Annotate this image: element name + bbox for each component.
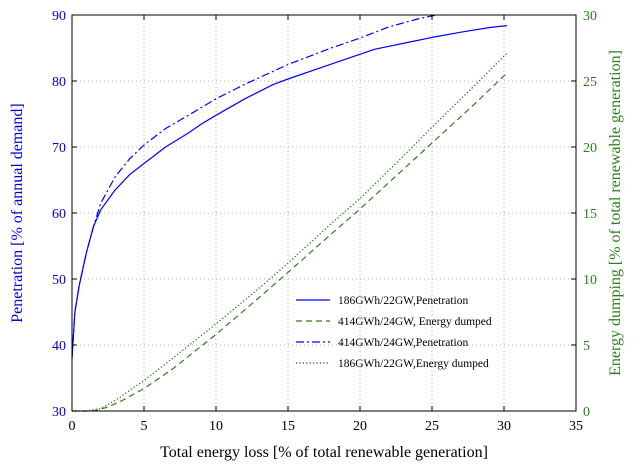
x-tick-label: 30 (497, 419, 511, 434)
tick-layer: 0 5 10 15 20 25 30 35 30 40 50 60 70 80 90 0 5 10 15 20 25 30 (52, 9, 597, 434)
y-left-axis-label: Penetration [% of annual demand] (9, 103, 26, 322)
y-right-tick-label: 25 (583, 75, 597, 90)
x-tick-label: 0 (69, 419, 76, 434)
legend-label: 186GWh/22GW,Penetration (338, 295, 468, 307)
y-right-tick-label: 5 (583, 339, 590, 354)
y-left-tick-label: 90 (52, 9, 66, 24)
x-tick-label: 10 (209, 419, 223, 434)
series-layer (71, 14, 508, 412)
y-right-axis-label: Energy dumping [% of total renewable gen… (607, 50, 624, 376)
y-left-tick-label: 80 (52, 75, 66, 90)
x-axis-label: Total energy loss [% of total renewable … (160, 444, 488, 461)
x-tick-label: 20 (353, 419, 367, 434)
x-tick-label: 25 (425, 419, 439, 434)
legend-label: 186GWh/22GW,Energy dumped (338, 358, 489, 370)
y-right-tick-label: 10 (583, 273, 597, 288)
legend-label: 414GWh/24GW, Energy dumped (338, 316, 492, 328)
y-right-tick-label: 30 (583, 9, 597, 24)
series-line-1 (71, 25, 507, 359)
grid-layer (72, 15, 576, 411)
y-left-tick-label: 30 (52, 405, 66, 420)
y-left-tick-label: 70 (52, 141, 66, 156)
y-right-tick-label: 0 (583, 405, 590, 420)
y-left-tick-label: 60 (52, 207, 66, 222)
series-line-2 (72, 72, 508, 412)
x-tick-label: 5 (141, 419, 148, 434)
y-right-tick-label: 20 (583, 141, 597, 156)
y-left-tick-label: 50 (52, 273, 66, 288)
y-left-tick-label: 40 (52, 339, 66, 354)
x-tick-label: 15 (281, 419, 295, 434)
y-right-tick-label: 15 (583, 207, 597, 222)
legend-label: 414GWh/24GW,Penetration (338, 337, 468, 349)
series-line-4 (72, 52, 508, 412)
x-tick-label: 35 (569, 419, 583, 434)
legend: 186GWh/22GW,Penetration 414GWh/24GW, Ener… (296, 295, 492, 370)
series-line-3 (71, 14, 437, 359)
